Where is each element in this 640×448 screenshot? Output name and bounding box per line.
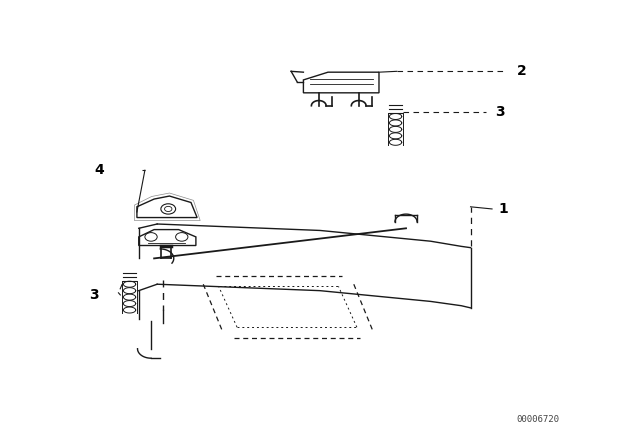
Text: 1: 1: [498, 202, 508, 216]
Text: 4: 4: [94, 163, 104, 177]
Text: 2: 2: [516, 65, 526, 78]
Text: 3: 3: [89, 288, 99, 302]
Text: 00006720: 00006720: [516, 415, 559, 424]
Text: 3: 3: [495, 105, 505, 119]
